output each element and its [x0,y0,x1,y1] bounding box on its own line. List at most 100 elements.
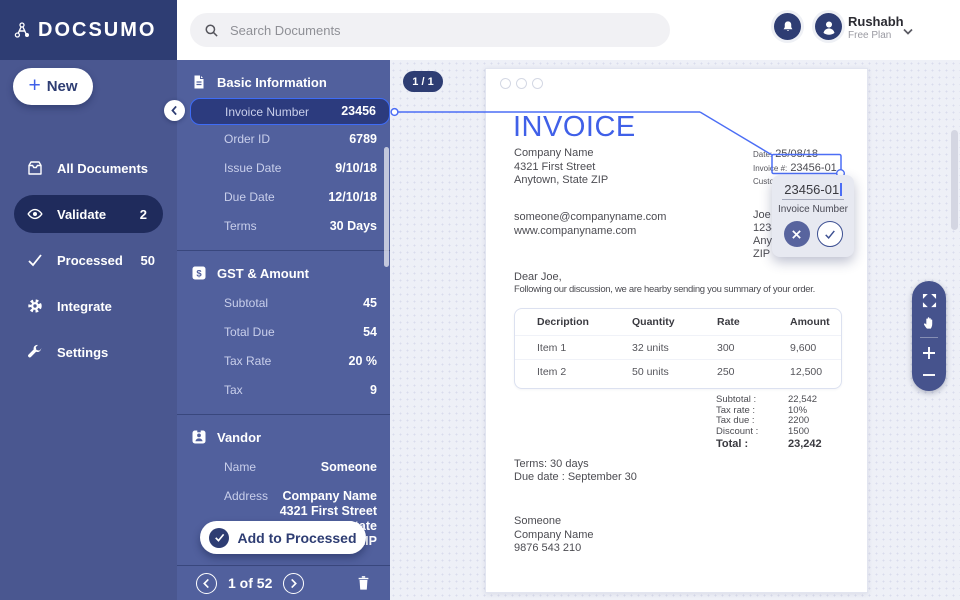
eye-icon [27,208,43,220]
field-label: Due Date [224,190,275,204]
field-row-tax-rate[interactable]: Tax Rate 20 % [177,347,390,376]
total-label: Subtotal : [716,394,757,405]
doc-text-line: Company Name [514,147,594,159]
company-contact-block: someone@companyname.com www.companyname.… [514,211,666,238]
sidebar: + New All Documents Validate 2 [0,60,177,600]
doc-text-line: 1234 [753,222,778,234]
field-label: Tax Rate [224,354,272,368]
zoom-in-button[interactable] [917,342,941,364]
table-cell: 12,500 [790,365,823,378]
brand-logo[interactable]: DOCSUMO [0,0,177,60]
dollar-icon: $ [192,266,206,280]
field-row-total-due[interactable]: Total Due 54 [177,318,390,347]
section-vandor: Vandor Name Someone Address Company Name… [177,414,390,556]
table-row: Item 2 50 units 250 12,500 [515,360,841,383]
field-label: Terms [224,219,257,233]
sidebar-item-label: Integrate [57,298,112,314]
pan-button[interactable] [917,311,941,333]
close-icon [792,229,801,239]
sidebar-item-integrate[interactable]: Integrate [0,287,177,325]
field-row-due-date[interactable]: Due Date 12/10/18 [177,183,390,212]
field-label: Total Due [224,325,275,339]
viewer-toolbar [912,281,946,391]
brand-name: DOCSUMO [38,18,157,41]
sidebar-item-validate[interactable]: Validate 2 [14,195,163,233]
field-row-tax[interactable]: Tax 9 [177,376,390,405]
total-value: 10% [788,404,808,416]
field-label: Subtotal [224,296,269,310]
company-website: www.companyname.com [514,224,637,237]
doc-text-line: Anytown, State ZIP [514,174,609,186]
doc-text-line: Anyt [753,235,776,247]
field-row-order-id[interactable]: Order ID 6789 [177,125,390,154]
text-cursor [840,183,842,196]
sidebar-item-settings[interactable]: Settings [0,333,177,371]
section-title: Basic Information [217,74,327,90]
popup-value-input[interactable]: 23456-01 [782,182,844,200]
previous-document-button[interactable] [196,572,217,594]
field-edit-popup: 23456-01 Invoice Number [772,175,854,257]
table-cell: Item 1 [537,341,567,354]
notifications-button[interactable] [771,10,804,43]
hand-icon [923,316,932,329]
sidebar-item-label: Settings [57,344,109,360]
field-row-terms[interactable]: Terms 30 Days [177,212,390,241]
table-cell: 250 [717,365,735,378]
new-document-button[interactable]: + New [13,68,93,105]
search-bar[interactable] [190,13,670,47]
user-plan: Free Plan [848,30,892,41]
page-count-badge: 1 / 1 [403,71,443,92]
invoice-title: INVOICE [513,111,636,143]
field-label: Tax [224,383,243,397]
field-value: 9/10/18 [335,161,377,175]
column-header: Quantity [632,316,675,328]
table-cell: Item 2 [537,365,567,378]
user-menu-toggle[interactable] [903,22,913,40]
collapse-panel-button[interactable] [164,100,185,121]
fullscreen-button[interactable] [917,289,941,311]
value-highlight-box[interactable] [771,153,842,175]
due-date-line: Due date : September 30 [514,471,637,483]
doc-text-line: Someone [514,515,562,527]
docsumo-logo-icon [14,22,29,38]
inbox-icon [28,161,42,175]
svg-text:$: $ [196,269,202,280]
delete-document-button[interactable] [356,575,371,591]
zoom-out-button[interactable] [917,364,941,386]
viewer-scrollbar[interactable] [951,130,958,230]
panel-scrollbar[interactable] [384,147,389,267]
doc-text-line: Company Name [514,528,594,541]
chevron-right-icon [291,578,298,588]
section-header: Basic Information [177,70,390,98]
terms-block: Terms: 30 days Due date : September 30 [514,458,637,484]
doc-text-line: 4321 First Street [514,160,596,173]
field-row-issue-date[interactable]: Issue Date 9/10/18 [177,154,390,183]
reject-value-button[interactable] [783,221,810,247]
trash-icon [358,576,369,590]
bell-icon [783,20,792,31]
field-row-subtotal[interactable]: Subtotal 45 [177,289,390,318]
check-circle-icon [209,527,230,548]
column-header: Rate [717,316,740,328]
user-avatar[interactable] [812,10,845,43]
company-address-block: Company Name 4321 First Street Anytown, … [514,147,608,188]
add-to-processed-button[interactable]: Add to Processed [200,521,366,554]
connector-start-dot [390,107,399,117]
validate-count-badge: 2 [139,206,147,222]
confirm-value-button[interactable] [816,221,843,247]
field-label: Issue Date [224,161,282,175]
next-document-button[interactable] [283,572,305,594]
sidebar-item-processed[interactable]: Processed 50 [0,241,177,279]
field-row-invoice-number[interactable]: Invoice Number 23456 [190,98,390,125]
total-label: Tax rate : [716,404,756,416]
sidebar-item-all-documents[interactable]: All Documents [0,149,177,187]
search-icon [205,24,218,37]
invoice-document[interactable]: INVOICE Company Name 4321 First Street A… [485,68,868,593]
table-cell: 9,600 [790,341,817,354]
table-cell: 32 units [632,341,669,354]
sidebar-nav: All Documents Validate 2 Processed 50 [0,60,177,371]
plus-icon [923,347,935,359]
field-row-name[interactable]: Name Someone [177,453,390,482]
section-header: Vandor [177,425,390,453]
search-input[interactable] [228,21,656,39]
